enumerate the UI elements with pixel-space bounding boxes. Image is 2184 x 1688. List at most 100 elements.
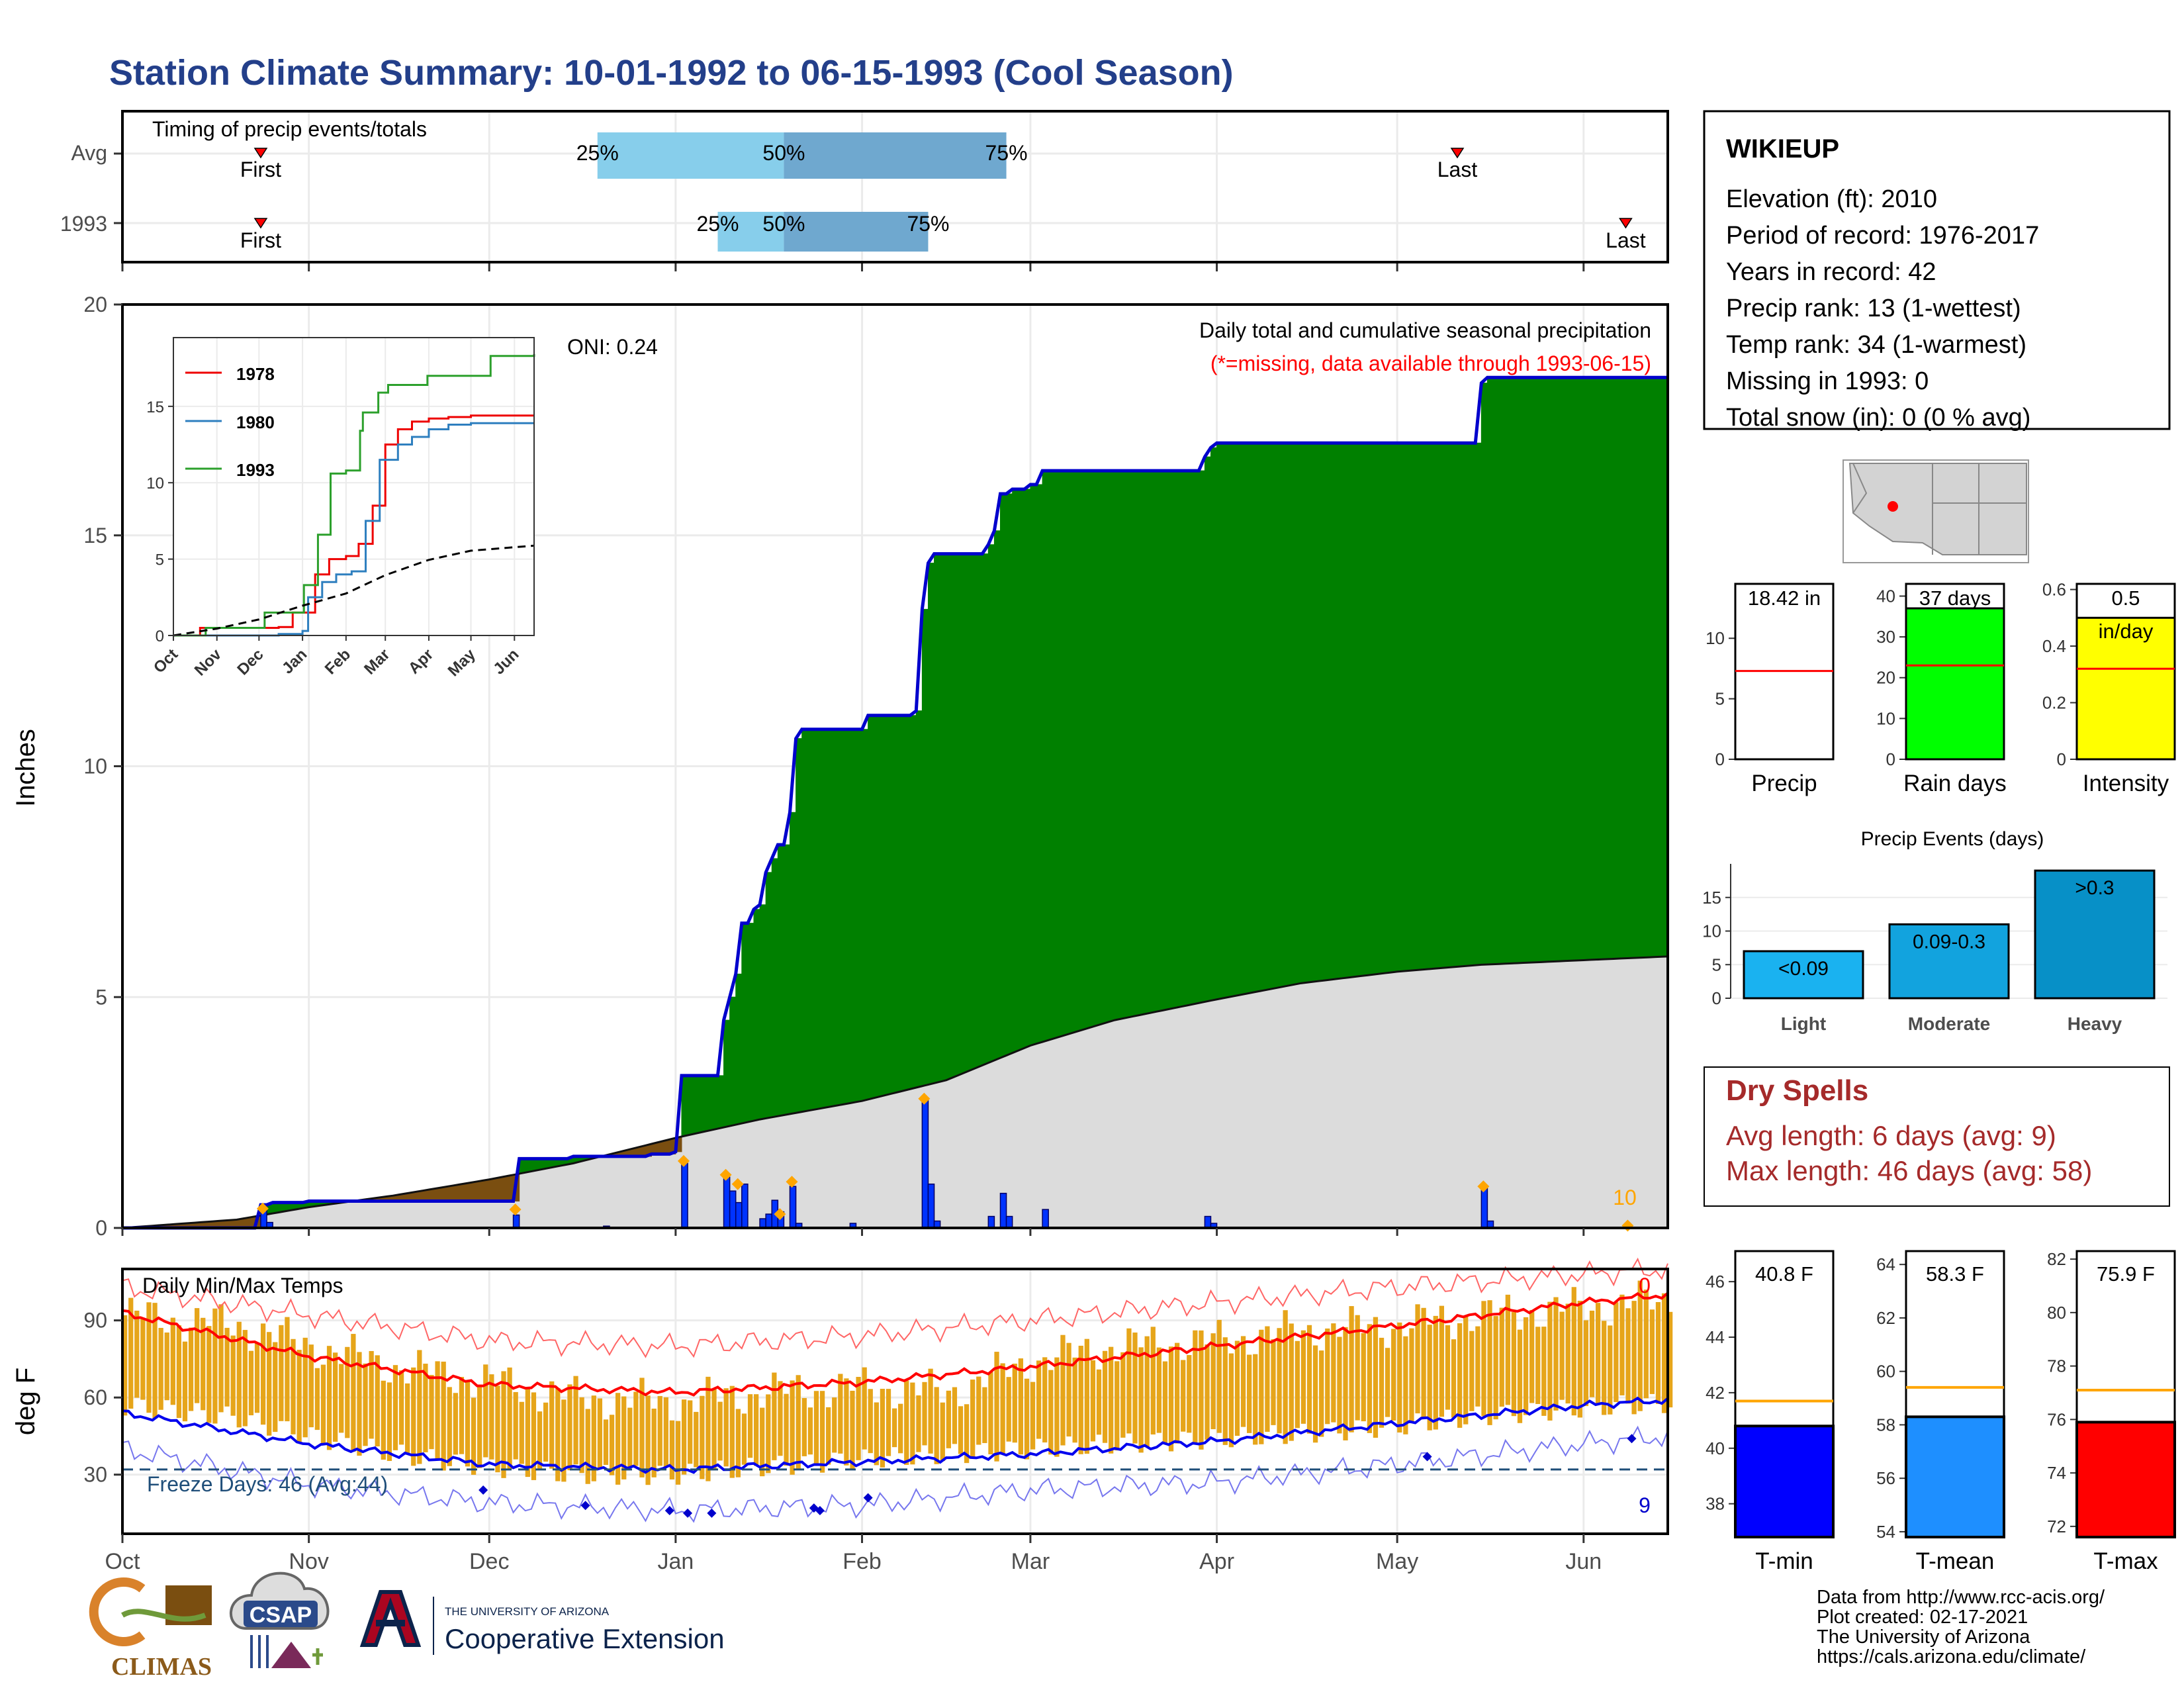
credit-institution: The University of Arizona [1817, 1626, 2030, 1648]
daily-temp-range-bar [723, 1388, 729, 1467]
daily-temp-range-bar [1469, 1331, 1475, 1411]
daily-temp-range-bar [970, 1380, 976, 1458]
daily-precip-bar [927, 1183, 935, 1229]
timing-bar-q25-50 [597, 132, 784, 179]
daily-temp-range-bar [1559, 1311, 1565, 1400]
daily-precip-bar [735, 1201, 743, 1229]
avg-p50-label: 50% [762, 141, 805, 165]
precip-panel: 0 5 10 15 20 Inches Daily total and cumulati… [11, 293, 1669, 1240]
daily-temp-range-bar [952, 1387, 958, 1444]
summary-bar-value: 18.42 in [1748, 586, 1821, 610]
daily-temp-range-bar [826, 1407, 831, 1465]
daily-temp-range-bar [1120, 1352, 1126, 1438]
locator-map [1843, 459, 2029, 563]
avg-p25-label: 25% [576, 141, 619, 165]
missing-data-note: (*=missing, data available through 1993-… [1210, 352, 1651, 375]
daily-precip-bar [741, 1183, 749, 1229]
daily-temp-range-bar [1505, 1294, 1510, 1405]
daily-temp-range-bar [549, 1381, 555, 1469]
daily-temp-range-bar [423, 1364, 428, 1452]
summary-bar-value: 0.5 [2111, 586, 2140, 610]
daily-temp-range-bar [1144, 1336, 1150, 1447]
timing-last-marker [1450, 148, 1465, 159]
daily-temp-range-bar [537, 1411, 543, 1470]
daily-temp-range-bar [1090, 1360, 1096, 1442]
average-cumulative-line [122, 955, 1668, 1229]
precip-ytick-label: 5 [95, 985, 107, 1009]
daily-temp-range-bar [567, 1384, 572, 1471]
daily-temp-range-bar [772, 1372, 777, 1460]
daily-temp-range-bar [778, 1381, 783, 1456]
daily-temp-range-bar [1439, 1305, 1445, 1417]
daily-temp-range-bar [417, 1350, 422, 1464]
daily-temp-range-bar [717, 1401, 723, 1461]
daily-temp-range-bar [747, 1394, 753, 1458]
year-last-label: Last [1606, 228, 1646, 252]
temp-summary-ytick-label: 62 [1876, 1308, 1895, 1328]
daily-temp-range-bar [609, 1415, 615, 1476]
summary-bar-fill [1905, 607, 2005, 761]
daily-temp-range-bar [1655, 1301, 1661, 1405]
temp-summary-value: 40.8 F [1755, 1262, 1813, 1286]
summary-bar-name: Intensity [2083, 771, 2169, 796]
daily-temp-range-bar [1614, 1302, 1619, 1403]
timing-row-label-avg: Avg [71, 141, 107, 165]
daily-temp-range-bar [645, 1395, 651, 1485]
daily-precip-bar [1480, 1186, 1488, 1229]
temp-summary-name: T-min [1755, 1548, 1813, 1574]
daily-temp-range-bar [531, 1392, 537, 1480]
daily-temp-range-bar [429, 1375, 434, 1450]
daily-precip-bar [723, 1176, 731, 1229]
month-tick-label: Jun [1565, 1549, 1602, 1574]
daily-temp-range-bar [1096, 1369, 1102, 1435]
events-category: Heavy [2068, 1013, 2122, 1034]
precip-ytick-label: 20 [83, 293, 107, 316]
freeze-days-label: Freeze Days: 46 (Avg:44) [147, 1472, 388, 1496]
daily-temp-range-bar [856, 1377, 861, 1460]
daily-temp-range-bar [308, 1344, 314, 1428]
year-cumulative-line [122, 375, 1668, 1230]
daily-precip-bar [987, 1215, 995, 1229]
daily-temp-range-bar [248, 1350, 254, 1416]
credit-plot-date: Plot created: 02-17-2021 [1817, 1607, 2028, 1628]
month-tick-label: Oct [105, 1549, 140, 1574]
daily-temp-range-bar [1457, 1323, 1463, 1428]
daily-temp-range-bar [1036, 1360, 1042, 1439]
temp-summary-name: T-max [2093, 1548, 2158, 1574]
daily-temp-range-bar [1608, 1325, 1613, 1415]
daily-temp-range-bar [1337, 1336, 1342, 1434]
daily-temp-range-bar [711, 1389, 717, 1470]
daily-temp-range-bar [170, 1317, 175, 1405]
daily-temp-range-bar [224, 1327, 230, 1407]
daily-temp-range-bar [1138, 1347, 1144, 1453]
daily-temp-range-bar [314, 1368, 320, 1430]
daily-precip-bar [759, 1218, 766, 1229]
events-category: Moderate [1908, 1013, 1990, 1034]
daily-temp-range-bar [1421, 1307, 1426, 1419]
daily-temp-range-bar [398, 1370, 404, 1445]
average-cumulative-area [122, 956, 1668, 1228]
daily-temp-range-bar [332, 1352, 338, 1442]
daily-temp-range-bar [651, 1408, 657, 1477]
daily-temp-range-bar [195, 1308, 200, 1403]
inset-line-1980 [173, 422, 534, 637]
daily-temp-range-bar [363, 1363, 368, 1446]
daily-temp-range-bar [1265, 1326, 1270, 1432]
daily-temp-range-bar [351, 1334, 356, 1452]
daily-temp-range-bar [1415, 1304, 1420, 1414]
record-low-marker [580, 1501, 590, 1511]
daily-temp-range-bar [1331, 1323, 1336, 1423]
timing-first-marker [253, 218, 268, 229]
events-ytick-label: 5 [1712, 955, 1721, 974]
daily-temp-range-bar [880, 1389, 886, 1468]
daily-temp-range-bar [669, 1420, 675, 1479]
daily-temp-range-bar [507, 1367, 512, 1470]
daily-temp-range-bar [465, 1382, 471, 1467]
daily-temp-range-bar [633, 1391, 639, 1466]
daily-temp-range-bar [874, 1402, 879, 1466]
daily-temp-range-bar [705, 1376, 711, 1481]
record-low-marker [478, 1485, 488, 1495]
credit-url: https://cals.arizona.edu/climate/ [1817, 1646, 2086, 1667]
daily-temp-range-bar [1072, 1357, 1077, 1443]
